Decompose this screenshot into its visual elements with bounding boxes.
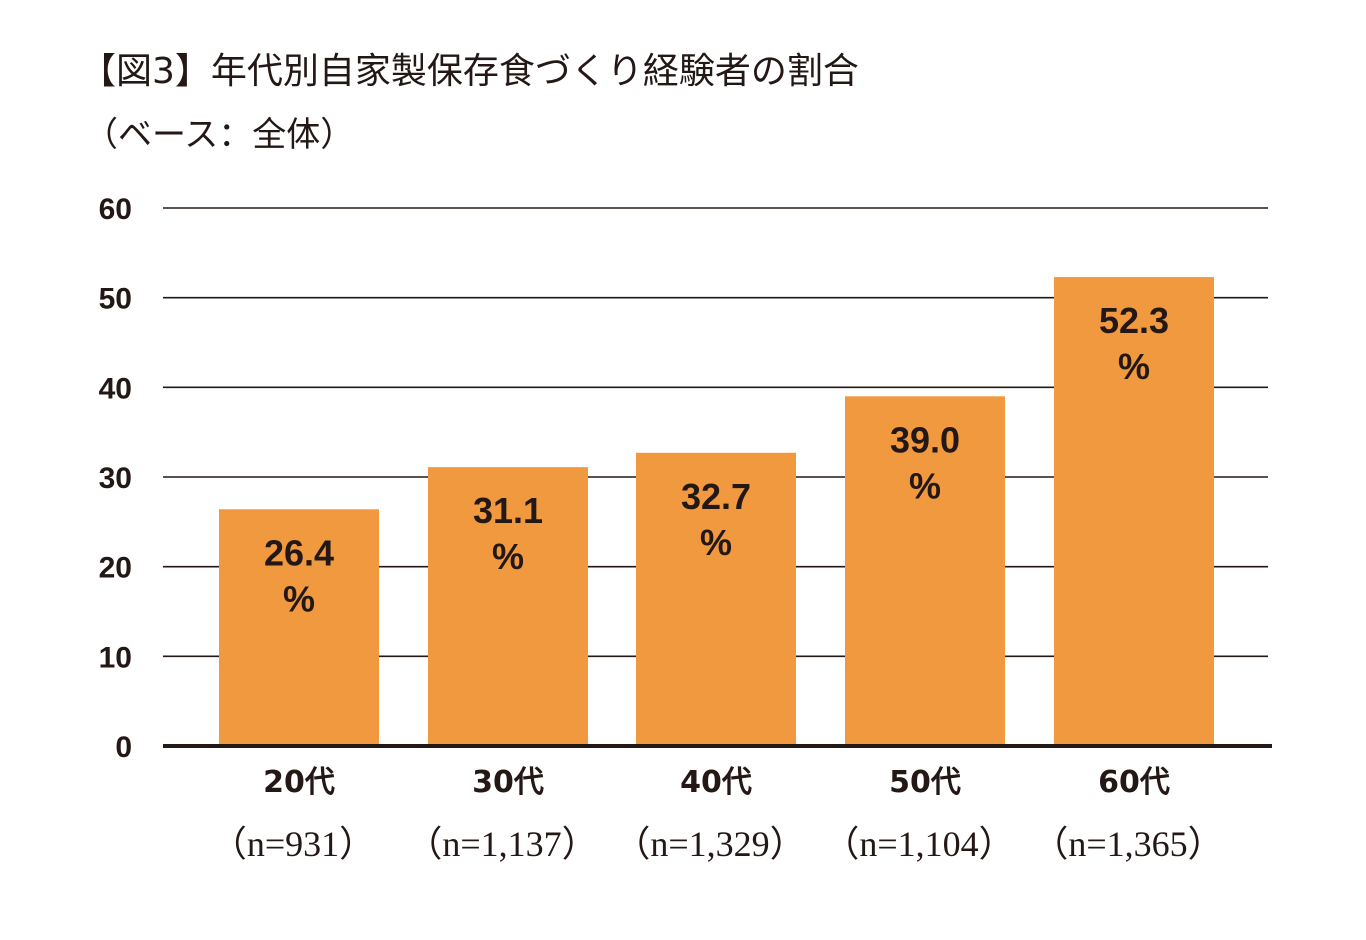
- bar-layer: [219, 277, 1214, 746]
- x-sample-size-label: （n=931）: [211, 824, 375, 864]
- bar-value-label: 32.7: [681, 476, 751, 517]
- x-category-label: 40代: [680, 765, 752, 800]
- y-tick-label: 10: [99, 641, 132, 674]
- y-tick-label: 60: [99, 193, 132, 226]
- bar-value-unit: %: [492, 536, 524, 577]
- bar: [1054, 277, 1214, 746]
- bar-value-label: 52.3: [1099, 300, 1169, 341]
- y-tick-label: 0: [115, 731, 132, 764]
- x-category-label: 60代: [1098, 765, 1170, 800]
- x-sample-size-label: （n=1,104）: [823, 824, 1014, 864]
- x-category-label: 30代: [472, 765, 544, 800]
- x-category-label: 20代: [263, 765, 335, 800]
- bar: [845, 396, 1005, 746]
- bar-value-unit: %: [1118, 346, 1150, 387]
- bar-value-label: 31.1: [473, 490, 543, 531]
- bar: [636, 452, 796, 746]
- axis-layer: 0 10 20 30 40 50 60: [99, 193, 1272, 764]
- y-tick-label: 50: [99, 283, 132, 316]
- bar-value-unit: %: [700, 522, 732, 563]
- chart-title: 【図3】年代別自家製保存食づくり経験者の割合: [80, 51, 859, 92]
- chart-subtitle: （ベース：全体）: [84, 115, 355, 155]
- bar-value-label: 26.4: [264, 532, 334, 573]
- bar-value-label: 39.0: [890, 419, 960, 460]
- y-tick-label: 40: [99, 372, 132, 405]
- bar-value-unit: %: [909, 465, 941, 506]
- y-tick-label: 30: [99, 462, 132, 495]
- y-tick-label: 20: [99, 552, 132, 585]
- x-category-label: 50代: [889, 765, 961, 800]
- bar: [428, 467, 588, 746]
- x-sample-size-label: （n=1,329）: [614, 824, 805, 864]
- bar: [219, 509, 379, 746]
- bar-value-unit: %: [283, 578, 315, 619]
- label-layer: 26.4% 20代 （n=931） 31.1% 30代 （n=1,137） 32.7% 40代…: [211, 300, 1224, 864]
- x-sample-size-label: （n=1,365）: [1032, 824, 1223, 864]
- x-sample-size-label: （n=1,137）: [406, 824, 597, 864]
